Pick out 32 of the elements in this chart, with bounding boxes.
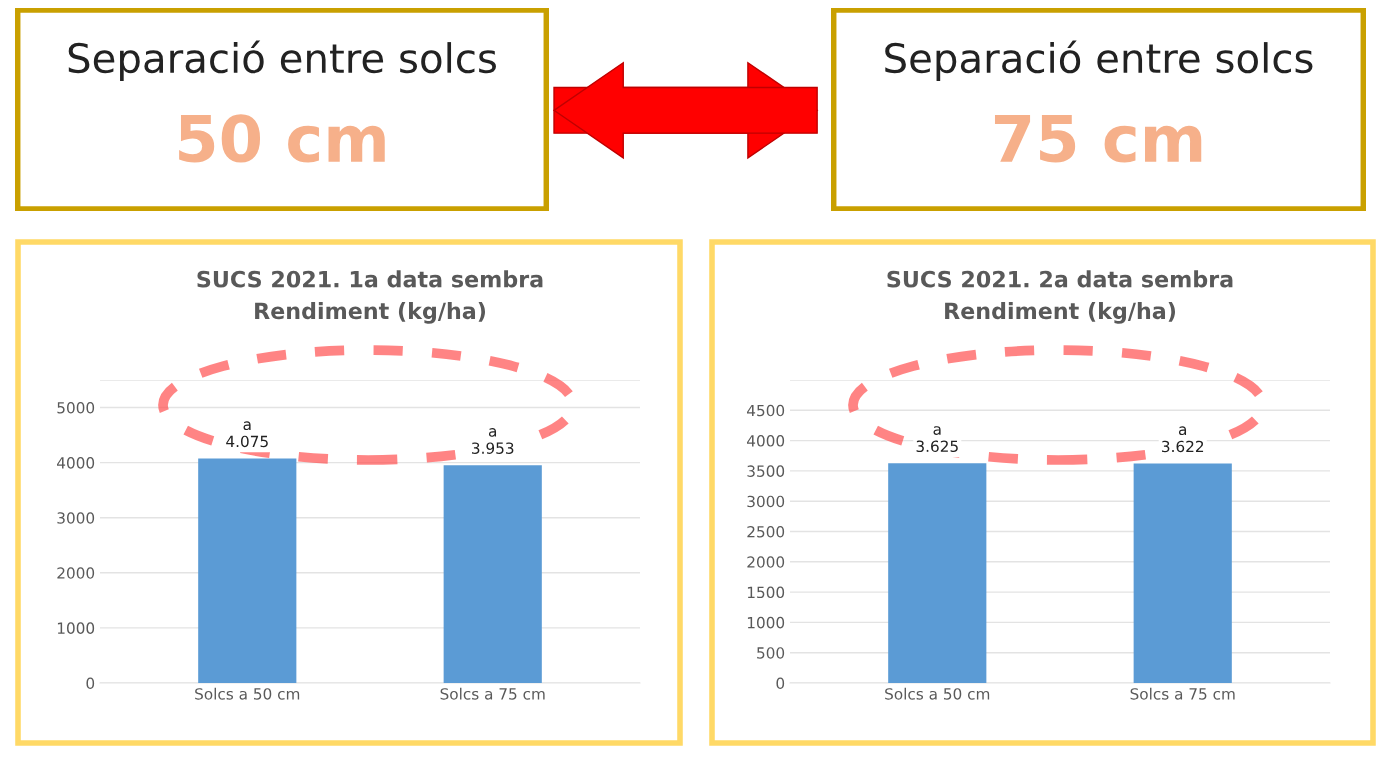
text: Separació entre solcs	[68, 40, 496, 82]
x-tick-label: Solcs a 50 cm	[195, 687, 300, 700]
data-label: a 3.953	[472, 428, 514, 454]
chart-title: SUCS 2021. 2a data sembra	[887, 270, 1233, 288]
y-tick-label: 4500	[747, 404, 785, 417]
y-tick-label: 4000	[747, 435, 785, 447]
data-label: a 3.625	[916, 426, 958, 453]
text: 75 cm	[994, 115, 1202, 163]
y-tick-label: 5000	[57, 402, 95, 414]
chart-subtitle: Rendiment (kg/ha)	[945, 302, 1176, 324]
x-tick-label: Solcs a 75 cm	[440, 687, 545, 700]
chart-title: SUCS 2021. 1a data sembra	[197, 270, 543, 288]
y-tick-label: 1000	[747, 616, 785, 629]
y-tick-label: 4000	[57, 457, 95, 469]
y-tick-label: 3000	[747, 495, 785, 508]
data-label: a 4.075	[226, 421, 268, 448]
y-tick-label: 2000	[57, 567, 95, 579]
y-tick-label: 0	[776, 677, 785, 690]
y-tick-label: 500	[757, 647, 785, 659]
x-tick-label: Solcs a 50 cm	[885, 687, 990, 700]
y-tick-label: 2500	[747, 525, 785, 538]
text: Separació entre solcs	[885, 40, 1313, 82]
y-tick-label: 3000	[57, 512, 95, 524]
text: 50 cm	[179, 114, 385, 163]
y-tick-label: 1000	[57, 622, 95, 634]
y-tick-label: 3500	[747, 465, 785, 477]
y-tick-label: 2000	[747, 556, 785, 568]
y-tick-label: 1500	[747, 586, 785, 599]
x-tick-label: Solcs a 75 cm	[1130, 687, 1235, 700]
y-tick-label: 0	[86, 677, 95, 690]
data-label: a 3.622	[1162, 426, 1204, 453]
chart-subtitle: Rendiment (kg/ha)	[255, 302, 486, 324]
